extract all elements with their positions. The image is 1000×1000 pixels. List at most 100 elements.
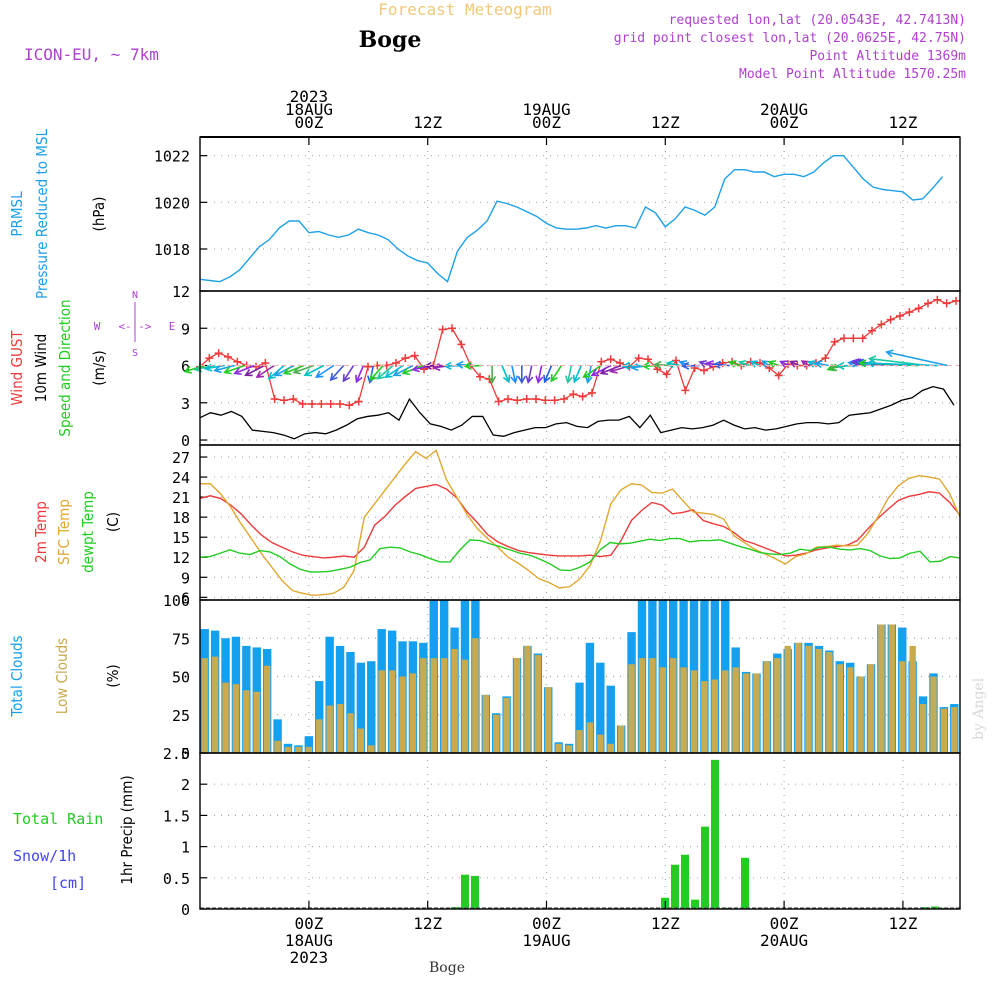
wind-direction-arrow: [511, 365, 517, 383]
compass-n: N: [132, 290, 138, 301]
gust-marker: [233, 357, 242, 366]
low-cloud-bar: [336, 704, 344, 753]
watermark: by Angel: [971, 677, 987, 740]
y-tick-label: 15: [172, 529, 190, 547]
wind-arrow-head: [535, 375, 544, 384]
requested-lonlat: requested lon,lat (20.0543E, 42.7413N): [669, 13, 966, 28]
y-tick-label: 3: [181, 395, 190, 413]
compass-s: S: [132, 348, 138, 359]
wind-arrow-head: [665, 360, 675, 369]
wind-arrow-head: [517, 375, 526, 385]
x-tick-label-bottom: 2023: [290, 948, 329, 967]
wind-direction-arrow: [768, 361, 780, 367]
gust-marker: [578, 392, 587, 401]
wind-arrow-head: [836, 361, 845, 370]
temp-dewpt-label: dewpt Temp: [79, 491, 97, 573]
gust-marker: [550, 396, 559, 405]
low-cloud-bar: [774, 658, 781, 753]
temp-dewpt-line: [199, 537, 961, 573]
wind-direction-arrow: [739, 361, 750, 367]
low-cloud-bar: [909, 645, 916, 753]
wind-direction-label: Speed and Direction: [56, 299, 74, 436]
gust-marker: [541, 396, 550, 405]
gust-marker: [289, 395, 298, 404]
wind-arrow-head: [233, 367, 242, 376]
low-cloud-bar: [857, 676, 864, 753]
y-tick-label: 2.5: [163, 745, 190, 763]
precip-label: 1hr Precip (mm): [118, 775, 136, 884]
y-tick-label: 18: [172, 509, 190, 527]
precip-bar: [681, 854, 689, 909]
total-cloud-bar: [356, 662, 366, 753]
x-tick-label-top: 12Z: [651, 113, 680, 132]
wind-arrow-head: [761, 360, 770, 368]
x-tick-label-bottom: 12Z: [888, 914, 917, 933]
wind-direction-arrow: [205, 364, 225, 370]
wind-direction-arrow: [274, 364, 295, 376]
x-tick-label-top: 20AUG: [760, 100, 808, 119]
wind-arrow-head: [590, 369, 600, 377]
wind-arrow-head: [779, 360, 788, 368]
total-cloud-bar: [346, 652, 355, 753]
low-cloud-bar: [742, 673, 750, 753]
low-cloud-bar: [493, 714, 500, 753]
gust-marker: [280, 396, 288, 405]
wind-arrow-head: [543, 374, 551, 384]
gust-marker: [401, 354, 410, 363]
gust-marker: [662, 370, 671, 379]
wind-direction-arrow: [591, 364, 612, 376]
y-tick-label: 0: [181, 901, 190, 919]
gust-marker: [933, 295, 942, 304]
wind-arrow-head: [867, 355, 877, 364]
wind-arrow-head: [384, 370, 393, 378]
pressure-label: PRMSL: [8, 191, 26, 237]
wind-direction-arrow: [573, 365, 582, 383]
pressure-label: Pressure Reduced to MSL: [33, 128, 51, 299]
x-tick-label-top: 12Z: [888, 113, 917, 132]
y-tick-label: 9: [181, 320, 190, 338]
footer-location: Boge: [429, 960, 465, 976]
low-cloud-bar: [597, 734, 604, 753]
low-cloud-bar: [722, 670, 729, 753]
gust-marker: [476, 372, 484, 381]
precip-bar: [691, 899, 699, 909]
low-cloud-bar: [243, 690, 250, 753]
y-tick-label: 12: [172, 283, 190, 301]
wind-arrow-head: [789, 360, 798, 368]
wind-arrow-head: [455, 360, 464, 369]
gust-marker: [494, 397, 503, 406]
low-cloud-bar: [274, 740, 281, 753]
wind-arrow-head: [572, 374, 581, 384]
low-cloud-bar: [649, 658, 656, 753]
wind-direction-arrow: [714, 363, 730, 367]
gust-marker: [942, 299, 951, 308]
wind-arrow-head: [712, 360, 722, 369]
wind-direction-arrow: [355, 365, 365, 383]
y-tick-label: 21: [172, 489, 190, 507]
y-tick-label: 2: [181, 776, 190, 794]
wind-arrow-head: [502, 374, 511, 384]
y-tick-label: 1: [181, 839, 190, 857]
low-cloud-bar: [628, 664, 635, 753]
low-cloud-bar: [836, 664, 843, 753]
x-tick-label-top: 19AUG: [522, 100, 570, 119]
gust-marker: [858, 334, 867, 343]
x-tick-label-top: 2023: [290, 87, 329, 106]
wind-direction-arrow: [385, 364, 404, 378]
low-cloud-bar: [878, 624, 885, 753]
wind-arrow-head: [850, 358, 859, 367]
wind-arrow-head: [244, 369, 253, 377]
wind-arrow-head: [814, 360, 823, 369]
gust-marker: [924, 299, 932, 308]
gust-marker: [840, 334, 848, 343]
total-cloud-bar: [273, 719, 282, 753]
wind-arrow-head: [853, 358, 862, 367]
wind-direction-arrow: [245, 364, 265, 376]
gust-marker: [345, 401, 354, 410]
pressure-unit: (hPa): [90, 197, 108, 232]
wind-arrow-head: [865, 359, 875, 368]
wind-arrow-head: [376, 371, 385, 380]
wind-arrow-head: [255, 370, 265, 378]
y-tick-label: 0.5: [163, 870, 190, 888]
gust-marker: [224, 352, 232, 361]
